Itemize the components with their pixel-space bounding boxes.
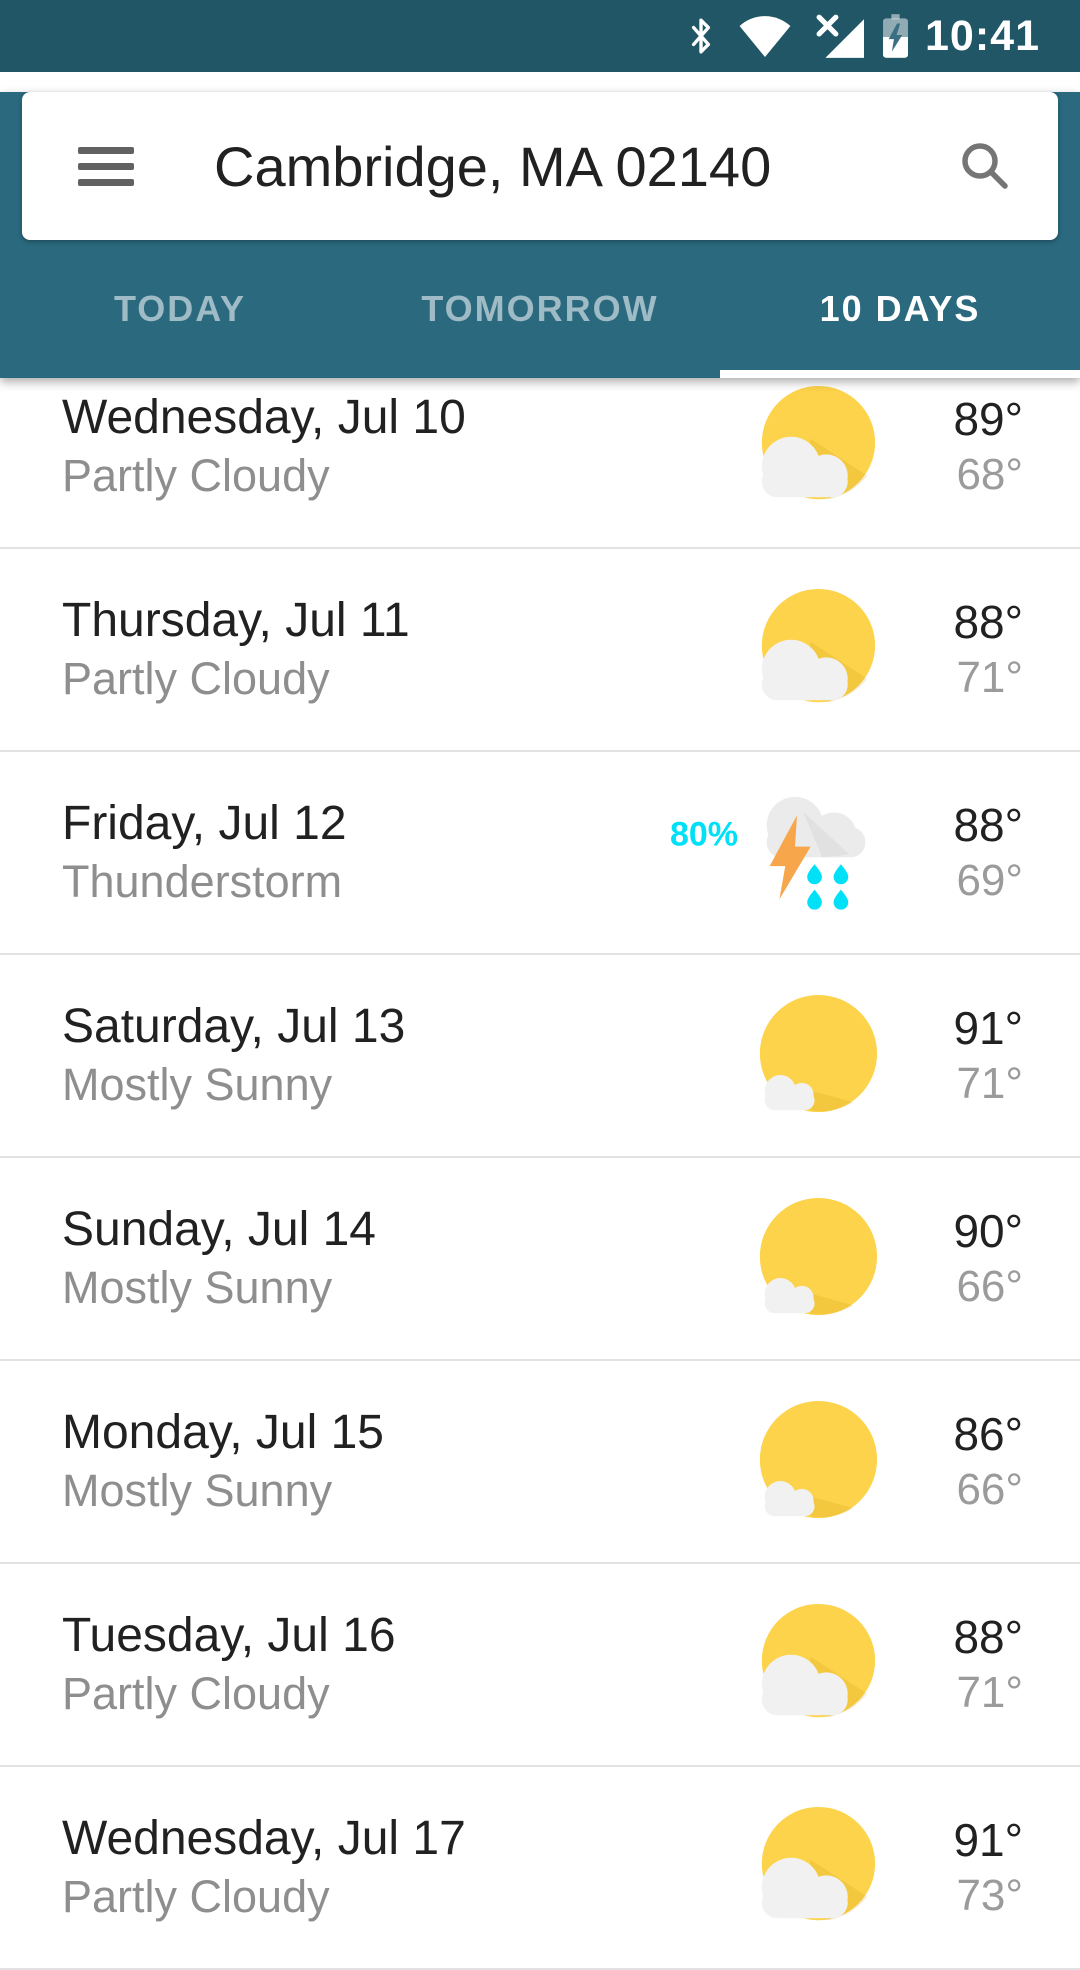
forecast-list: Wednesday, Jul 10 Partly Cloudy 89° 68° (0, 346, 1080, 1970)
temp-high: 90° (953, 1204, 1023, 1257)
day-info: Thursday, Jul 11 Partly Cloudy (62, 592, 754, 708)
row-date: Monday, Jul 15 (62, 1405, 384, 1459)
weather-icon-wrap (754, 1602, 879, 1727)
temps: 86° 66° (915, 1406, 1023, 1518)
day-info: Tuesday, Jul 16 Partly Cloudy (62, 1607, 754, 1723)
weather-icon-wrap (754, 1805, 879, 1930)
forecast-row[interactable]: Thursday, Jul 11 Partly Cloudy 88° 71° (0, 549, 1080, 752)
row-condition: Partly Cloudy (62, 1870, 330, 1922)
weather-icon-wrap (754, 587, 879, 712)
day-info: Saturday, Jul 13 Mostly Sunny (62, 998, 754, 1114)
day-info: Sunday, Jul 14 Mostly Sunny (62, 1201, 754, 1317)
status-bar: 10:41 (0, 0, 1080, 72)
day-info: Monday, Jul 15 Mostly Sunny (62, 1404, 754, 1520)
temp-high: 88° (953, 1610, 1023, 1663)
row-date: Sunday, Jul 14 (62, 1202, 376, 1256)
row-date: Wednesday, Jul 17 (62, 1811, 466, 1865)
search-icon[interactable] (958, 139, 1012, 193)
forecast-row[interactable]: Friday, Jul 12 Thunderstorm 80% (0, 752, 1080, 955)
temp-high: 88° (953, 798, 1023, 851)
temp-high: 89° (953, 392, 1023, 445)
temp-high: 91° (953, 1813, 1023, 1866)
row-condition: Mostly Sunny (62, 1058, 333, 1110)
temp-low: 71° (956, 1058, 1023, 1108)
row-date: Wednesday, Jul 10 (62, 390, 466, 444)
temps: 91° 73° (915, 1812, 1023, 1924)
mostly-sunny-icon (759, 1197, 878, 1316)
row-date: Thursday, Jul 11 (62, 593, 410, 647)
tab-10-days[interactable]: 10 DAYS (720, 240, 1080, 378)
row-date: Saturday, Jul 13 (62, 999, 406, 1053)
temps: 91° 71° (915, 1000, 1023, 1112)
forecast-row[interactable]: Tuesday, Jul 16 Partly Cloudy 88° 71° (0, 1564, 1080, 1767)
day-info: Wednesday, Jul 10 Partly Cloudy (62, 389, 754, 505)
partly-cloudy-icon (761, 588, 876, 703)
wifi-icon (739, 16, 791, 57)
day-info: Wednesday, Jul 17 Partly Cloudy (62, 1810, 754, 1926)
row-date: Tuesday, Jul 16 (62, 1608, 396, 1662)
app-header: Cambridge, MA 02140 TODAY TOMORROW 10 DA… (0, 92, 1080, 378)
forecast-row[interactable]: Wednesday, Jul 17 Partly Cloudy 91° 73° (0, 1767, 1080, 1970)
partly-cloudy-icon (761, 385, 876, 500)
temps: 90° 66° (915, 1203, 1023, 1315)
mostly-sunny-icon (759, 1400, 878, 1519)
forecast-row[interactable]: Monday, Jul 15 Mostly Sunny 86° 66° (0, 1361, 1080, 1564)
temp-low: 69° (956, 855, 1023, 905)
temps: 89° 68° (915, 391, 1023, 503)
forecast-row[interactable]: Saturday, Jul 13 Mostly Sunny 91° 71° (0, 955, 1080, 1158)
temp-high: 91° (953, 1001, 1023, 1054)
status-time: 10:41 (925, 12, 1040, 60)
row-condition: Partly Cloudy (62, 449, 330, 501)
partly-cloudy-icon (761, 1603, 876, 1718)
temp-low: 71° (956, 1667, 1023, 1717)
partly-cloudy-icon (761, 1806, 876, 1921)
temps: 88° 71° (915, 594, 1023, 706)
row-condition: Thunderstorm (62, 855, 343, 907)
row-condition: Mostly Sunny (62, 1464, 333, 1516)
day-info: Friday, Jul 12 Thunderstorm (62, 795, 754, 911)
search-card[interactable]: Cambridge, MA 02140 (22, 92, 1058, 240)
weather-icon-wrap (754, 1196, 879, 1321)
temps: 88° 69° (915, 797, 1023, 909)
weather-icon-wrap: 80% (670, 790, 879, 915)
tab-tomorrow[interactable]: TOMORROW (421, 288, 659, 329)
row-date: Friday, Jul 12 (62, 796, 347, 850)
cell-signal-no-sim-icon (816, 14, 865, 58)
battery-charging-icon (883, 14, 908, 58)
temp-high: 86° (953, 1407, 1023, 1460)
temp-high: 88° (953, 595, 1023, 648)
weather-icon-wrap (754, 1399, 879, 1524)
forecast-row[interactable]: Wednesday, Jul 10 Partly Cloudy 89° 68° (0, 346, 1080, 549)
menu-icon[interactable] (78, 146, 134, 186)
search-input[interactable]: Cambridge, MA 02140 (214, 134, 772, 198)
temp-low: 66° (956, 1464, 1023, 1514)
row-condition: Partly Cloudy (62, 652, 330, 704)
thunderstorm-icon (766, 796, 866, 910)
tab-bar: TODAY TOMORROW 10 DAYS (0, 240, 1080, 378)
bluetooth-icon (691, 18, 711, 54)
weather-icon-wrap (754, 993, 879, 1118)
mostly-sunny-icon (759, 994, 878, 1113)
temp-low: 71° (956, 652, 1023, 702)
temp-low: 68° (956, 449, 1023, 499)
row-condition: Partly Cloudy (62, 1667, 330, 1719)
tab-today[interactable]: TODAY (113, 288, 247, 329)
forecast-row[interactable]: Sunday, Jul 14 Mostly Sunny 90° 66° (0, 1158, 1080, 1361)
precip-chance: 80% (669, 815, 738, 853)
temp-low: 73° (956, 1870, 1023, 1920)
temp-low: 66° (956, 1261, 1023, 1311)
temps: 88° 71° (915, 1609, 1023, 1721)
row-condition: Mostly Sunny (62, 1261, 333, 1313)
weather-icon-wrap (754, 384, 879, 509)
